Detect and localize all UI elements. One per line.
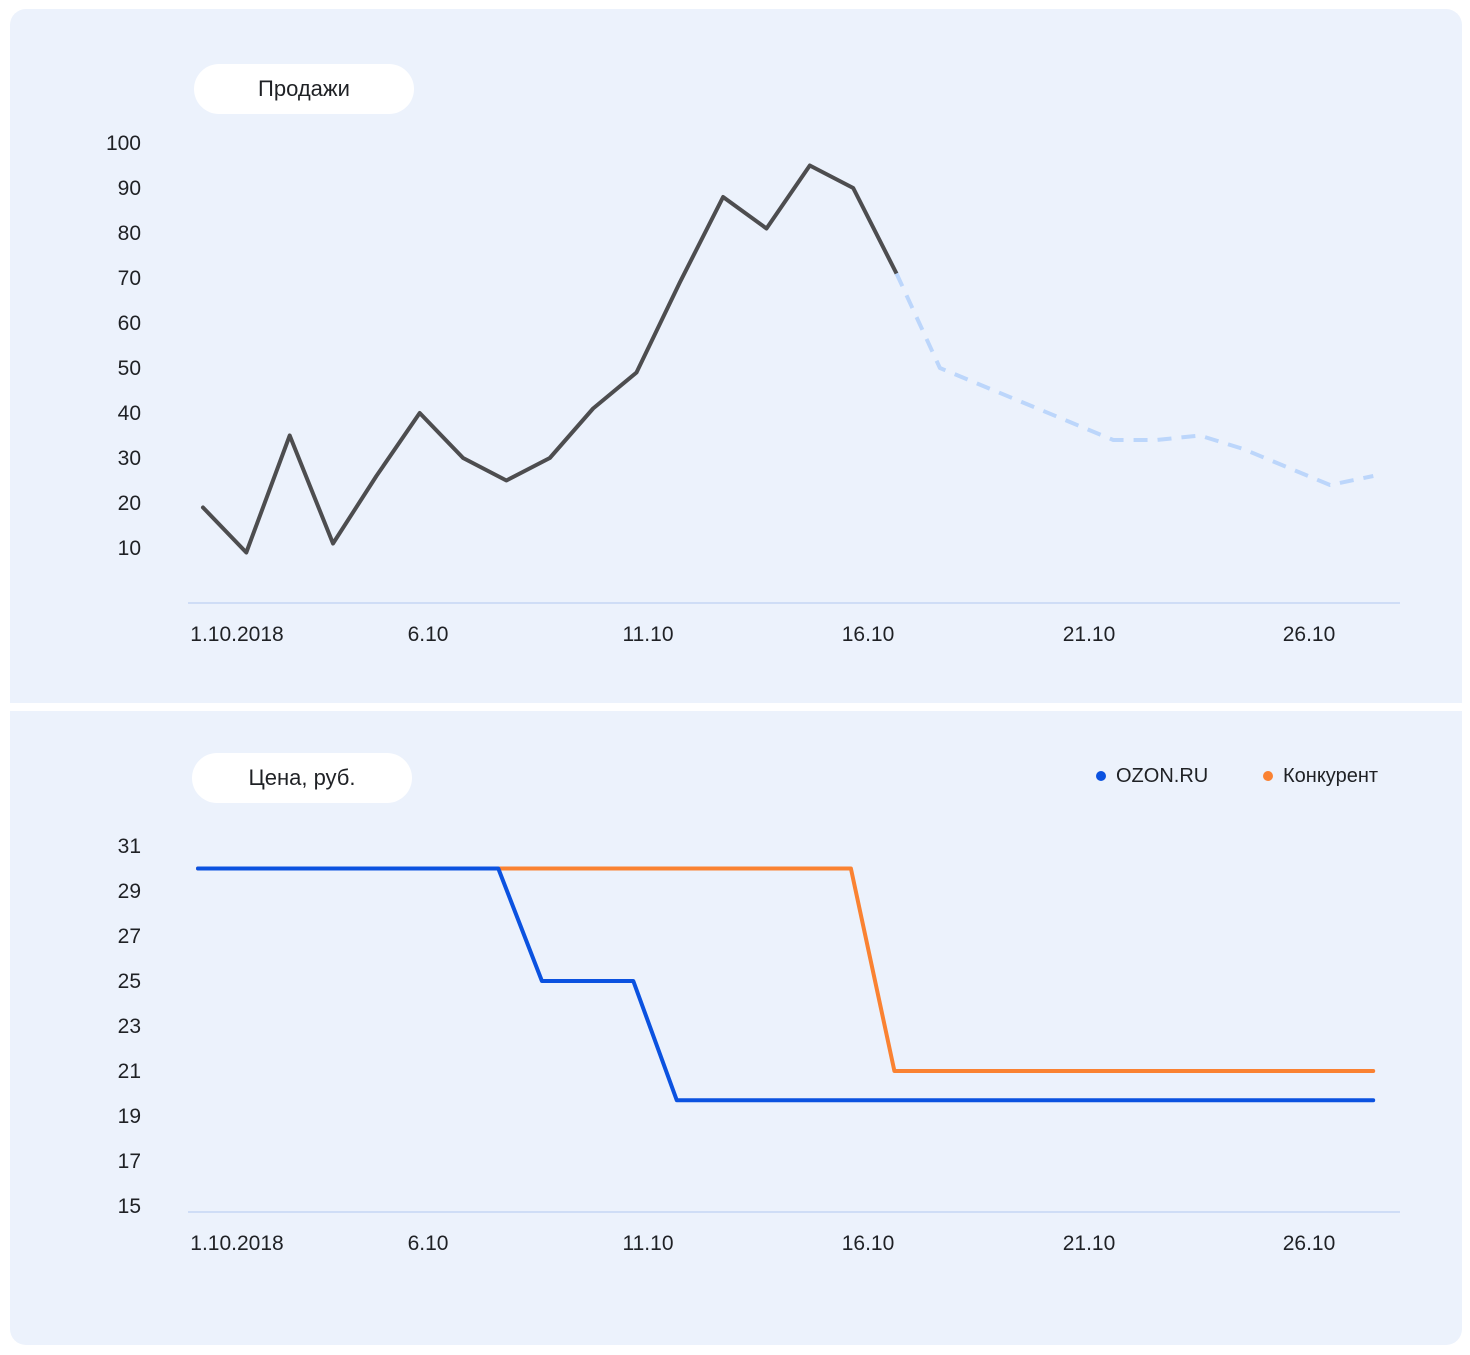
chart-0-series-0-line: [201, 163, 899, 555]
legend-dot-competitor: [1263, 771, 1273, 781]
legend-label-competitor: Конкурент: [1283, 764, 1379, 787]
chart-0-y-tick-label: 100: [106, 132, 141, 155]
chart-0-y-tick-label: 30: [118, 447, 141, 470]
chart-0-x-tick-label: 6.10: [408, 623, 449, 646]
chart-1-series-1-line: [196, 866, 1376, 1103]
chart-0-x-tick-label: 11.10: [623, 623, 674, 646]
chart-0-x-tick-label: 21.10: [1063, 623, 1116, 646]
chart-0-y-tick-label: 10: [118, 537, 141, 560]
chart-1-y-tick-label: 17: [118, 1150, 141, 1173]
legend-label-ozon: OZON.RU: [1116, 764, 1209, 787]
chart-1-x-tick-label: 6.10: [408, 1232, 449, 1255]
chart-1-x-tick-label: 21.10: [1063, 1232, 1116, 1255]
chart-0-y-tick-label: 60: [118, 312, 141, 335]
chart-1-y-tick-label: 19: [118, 1105, 141, 1128]
chart-0-x-tick-label: 1.10.2018: [190, 623, 283, 646]
sales-chart-title: Продажи: [194, 64, 414, 114]
chart-1-x-tick-label: 26.10: [1283, 1232, 1336, 1255]
legend-item-competitor[interactable]: Конкурент: [1263, 764, 1378, 788]
chart-1-x-tick-label: 11.10: [623, 1232, 674, 1255]
chart-0-y-tick-label: 90: [118, 177, 141, 200]
chart-1-y-tick-label: 27: [118, 925, 141, 948]
chart-0-y-tick-label: 40: [118, 402, 141, 425]
chart-0-x-tick-label: 16.10: [842, 623, 895, 646]
chart-1-y-tick-label: 21: [118, 1060, 141, 1083]
chart-1-series-0-line: [196, 866, 1376, 1073]
price-chart-panel: [10, 711, 1462, 1345]
legend-dot-ozon: [1096, 771, 1106, 781]
chart-0-series-1-line: [894, 272, 1374, 487]
price-chart-title: Цена, руб.: [192, 753, 412, 803]
chart-1-y-tick-label: 23: [118, 1015, 141, 1038]
chart-1-x-tick-label: 16.10: [842, 1232, 895, 1255]
chart-1-x-tick-label: 1.10.2018: [190, 1232, 283, 1255]
chart-0-y-tick-label: 80: [118, 222, 141, 245]
chart-0-y-tick-label: 70: [118, 267, 141, 290]
chart-1-y-tick-label: 15: [118, 1195, 141, 1218]
chart-0-x-tick-label: 26.10: [1283, 623, 1336, 646]
chart-0-y-tick-label: 20: [118, 492, 141, 515]
chart-1-y-tick-label: 31: [118, 835, 141, 858]
chart-1-y-tick-label: 29: [118, 880, 141, 903]
sales-chart-panel: [10, 9, 1462, 703]
legend-item-ozon[interactable]: OZON.RU: [1096, 764, 1208, 788]
chart-0-y-tick-label: 50: [118, 357, 141, 380]
chart-1-y-tick-label: 25: [118, 970, 141, 993]
